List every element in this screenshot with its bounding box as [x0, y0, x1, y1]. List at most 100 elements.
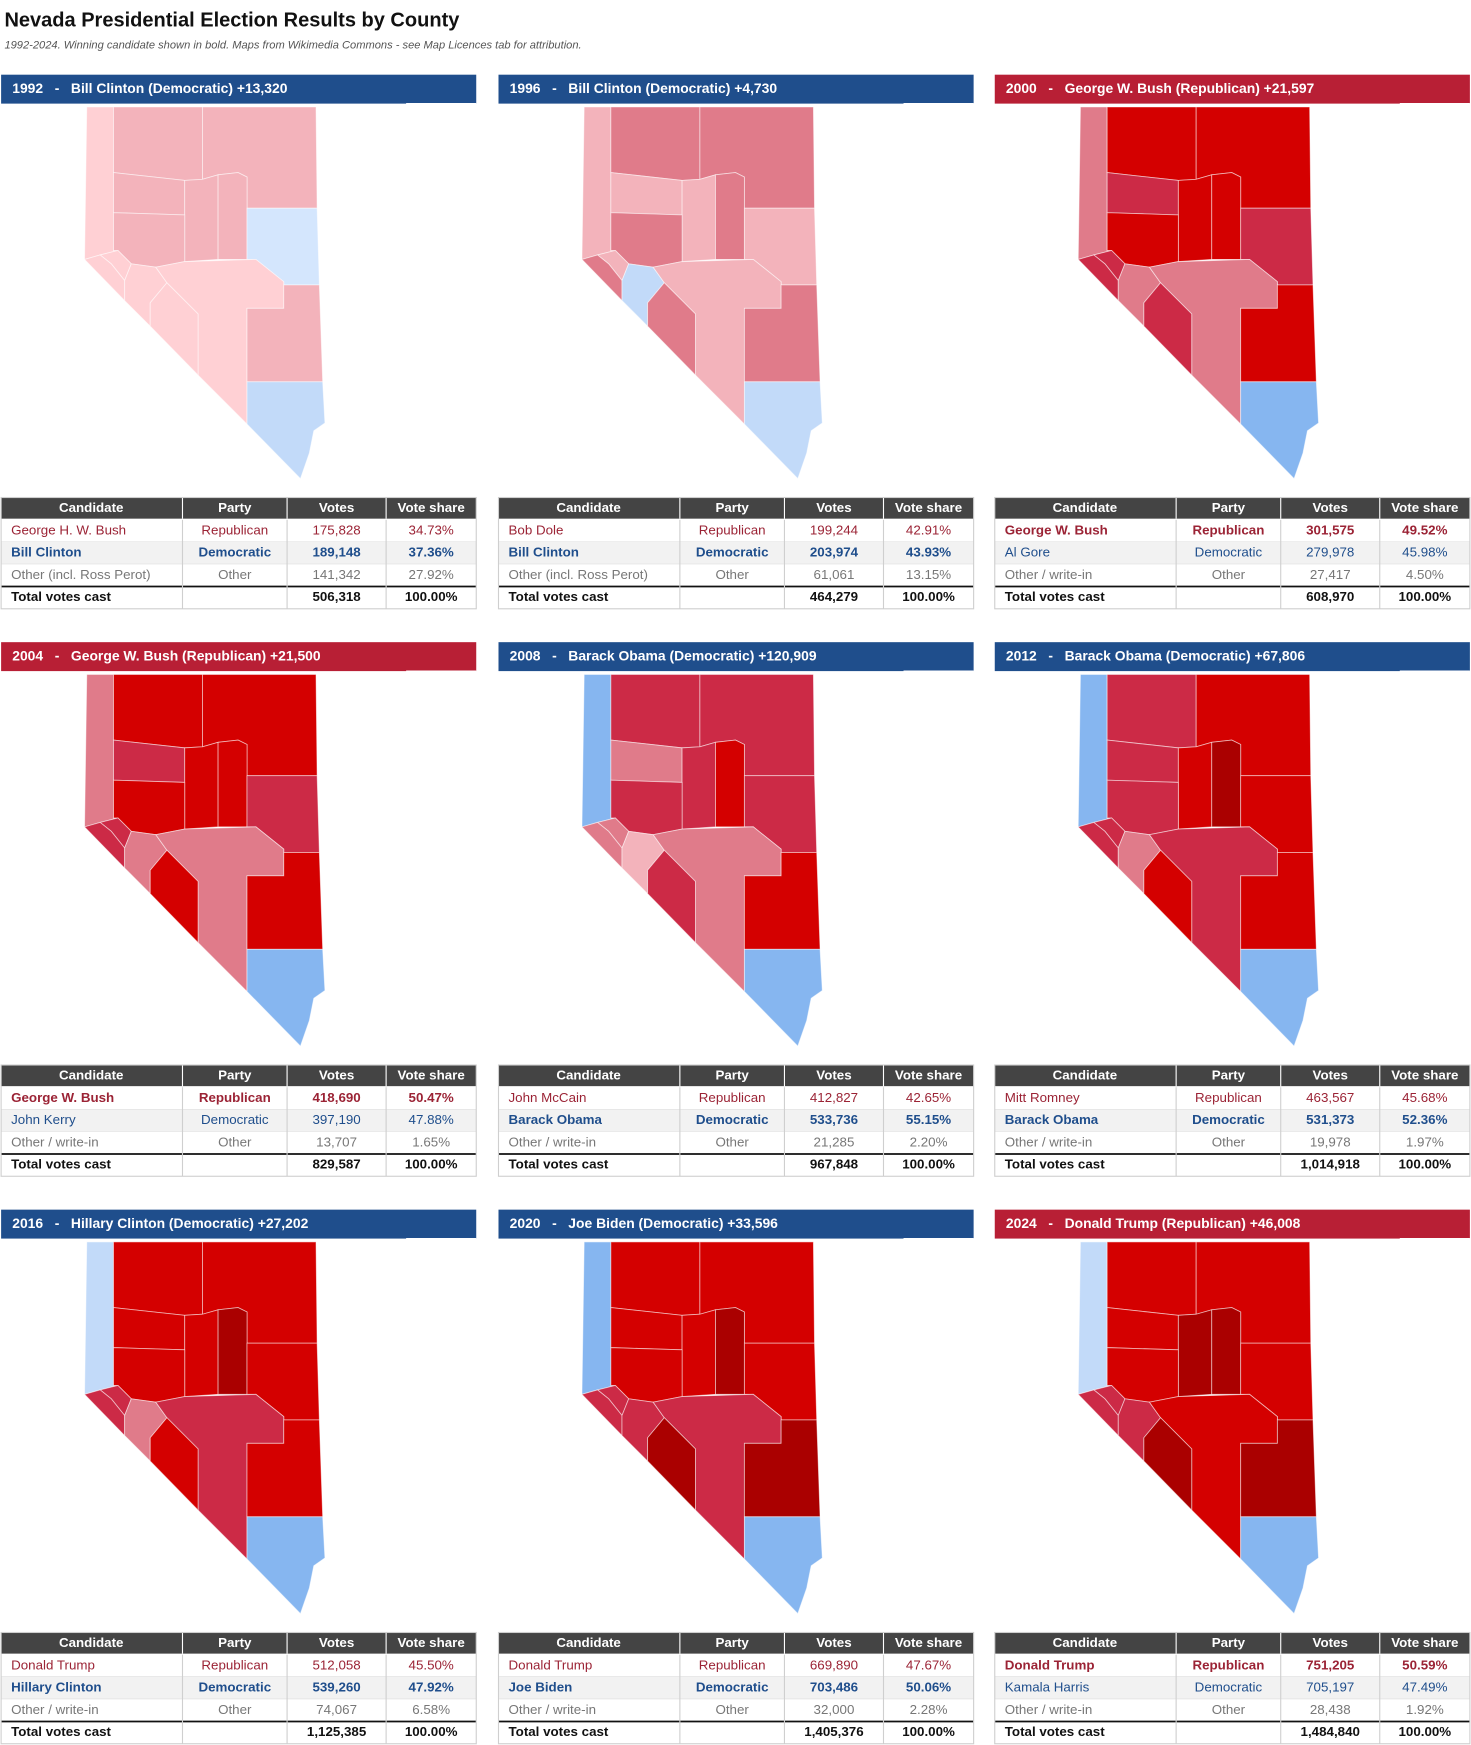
table-cell: Barack Obama: [1005, 1112, 1099, 1127]
total-cell: 100.00%: [902, 1157, 955, 1172]
county: [610, 1241, 701, 1316]
table-cell: 703,486: [810, 1680, 858, 1695]
column-header: Candidate: [59, 500, 124, 515]
county: [1106, 673, 1197, 749]
table-border: [994, 496, 1471, 610]
total-row-bg: [498, 1721, 974, 1744]
table-row-bg: [1, 1676, 477, 1700]
table-cell: 45.50%: [409, 1657, 454, 1672]
table-border: [0, 496, 477, 610]
county: [581, 106, 616, 260]
table-cell: 1.97%: [1406, 1134, 1444, 1149]
election-panel: 2020 - Joe Biden (Democratic) +33,596 Can…: [497, 1209, 975, 1745]
county: [1240, 1516, 1320, 1615]
panel-header-bar: [498, 74, 974, 104]
results-table: Candidate Party Votes Vote share John McCain…: [497, 1064, 975, 1177]
county: [1077, 1389, 1119, 1437]
column-header: Vote share: [398, 1068, 465, 1083]
table-cell: 199,244: [810, 522, 859, 537]
table-cell: 539,260: [312, 1680, 360, 1695]
table-row-bg: [994, 1654, 1470, 1677]
total-cell: 608,970: [1306, 589, 1354, 604]
column-header: Votes: [1313, 1068, 1348, 1083]
county: [610, 673, 701, 749]
table-cell: 47.88%: [409, 1112, 454, 1127]
column-header: Votes: [319, 1635, 354, 1650]
page-title: Nevada Presidential Election Results by …: [4, 10, 460, 32]
table-row-bg: [994, 1676, 1470, 1700]
table-cell: Republican: [699, 522, 766, 537]
county: [246, 381, 326, 480]
county: [217, 739, 248, 828]
table-cell: 19,978: [1310, 1134, 1351, 1149]
county: [1177, 1309, 1213, 1398]
table-cell: 301,575: [1306, 522, 1355, 537]
election-panel: 2004 - George W. Bush (Republican) +21,5…: [0, 642, 477, 1177]
table-cell: Other / write-in: [509, 1702, 597, 1717]
table-cell: 43.93%: [906, 545, 951, 560]
county: [113, 172, 186, 216]
table-cell: 6.58%: [412, 1702, 450, 1717]
table-cell: Republican: [699, 1090, 766, 1105]
column-header: Candidate: [1053, 500, 1118, 515]
table-border: [0, 1064, 477, 1177]
county: [1240, 948, 1320, 1047]
table-row-bg: [498, 1654, 974, 1677]
column-header: Votes: [319, 1068, 354, 1083]
county: [184, 174, 219, 263]
total-label: Total votes cast: [11, 589, 111, 604]
table-cell: 49.52%: [1402, 522, 1447, 537]
column-header: Candidate: [1053, 1635, 1118, 1650]
table-border: [497, 1064, 975, 1177]
table-cell: Other / write-in: [1005, 1134, 1092, 1149]
page-subtitle: 1992-2024. Winning candidate shown in bo…: [4, 40, 581, 52]
county-map: [1077, 1241, 1320, 1615]
table-cell: 512,058: [312, 1657, 360, 1672]
table-cell: Other / write-in: [11, 1702, 99, 1717]
table-row-bg: [1, 1131, 477, 1155]
total-label: Total votes cast: [11, 1157, 111, 1172]
panel-heading: 2020 - Joe Biden (Democratic) +33,596: [510, 1215, 779, 1231]
table-cell: 463,567: [1306, 1090, 1354, 1105]
table-row-bg: [498, 564, 974, 587]
panel-header-bar: [1, 642, 477, 672]
total-cell: 464,279: [810, 589, 858, 604]
county: [1143, 1417, 1193, 1512]
table-row-bg: [994, 519, 1470, 543]
table-cell: 34.73%: [409, 522, 454, 537]
results-table: Candidate Party Votes Vote share Donald Trum…: [994, 1631, 1471, 1745]
table-cell: George W. Bush: [11, 1090, 114, 1105]
table-cell: 1.92%: [1406, 1702, 1444, 1717]
total-cell: 1,125,385: [307, 1724, 367, 1739]
table-row-bg: [498, 1109, 974, 1132]
column-header: Party: [218, 1635, 252, 1650]
table-row-bg: [994, 1699, 1470, 1722]
table-cell: Donald Trump: [1005, 1657, 1095, 1672]
county: [647, 282, 696, 377]
panel-header-bar: [1, 74, 477, 104]
results-table: Candidate Party Votes Vote share Bob Dole Rep…: [497, 496, 975, 610]
column-header: Vote share: [1391, 500, 1458, 515]
total-label: Total votes cast: [1005, 1724, 1105, 1739]
total-cell: 829,587: [312, 1157, 360, 1172]
table-cell: 13.15%: [906, 567, 951, 582]
panel-heading: 2012 - Barack Obama (Democratic) +67,806: [1006, 647, 1305, 663]
table-cell: Joe Biden: [509, 1680, 573, 1695]
panel-heading: 2016 - Hillary Clinton (Democratic) +27,…: [12, 1215, 308, 1231]
total-label: Total votes cast: [1005, 589, 1105, 604]
table-cell: 2.20%: [910, 1134, 948, 1149]
column-header: Candidate: [59, 1068, 124, 1083]
panel-heading: 2008 - Barack Obama (Democratic) +120,90…: [510, 647, 817, 663]
table-cell: 2.28%: [910, 1702, 948, 1717]
county: [1211, 1307, 1242, 1395]
panel-heading: 1992 - Bill Clinton (Democratic) +13,320: [12, 80, 287, 96]
election-panel: 2012 - Barack Obama (Democratic) +67,806…: [994, 642, 1471, 1177]
column-header: Party: [1212, 500, 1246, 515]
table-cell: 50.59%: [1402, 1657, 1447, 1672]
table-header-row: [994, 1632, 1470, 1654]
county: [217, 1307, 248, 1395]
county: [84, 106, 119, 260]
table-header-row: [994, 497, 1470, 519]
table-cell: Other: [1212, 1134, 1246, 1149]
